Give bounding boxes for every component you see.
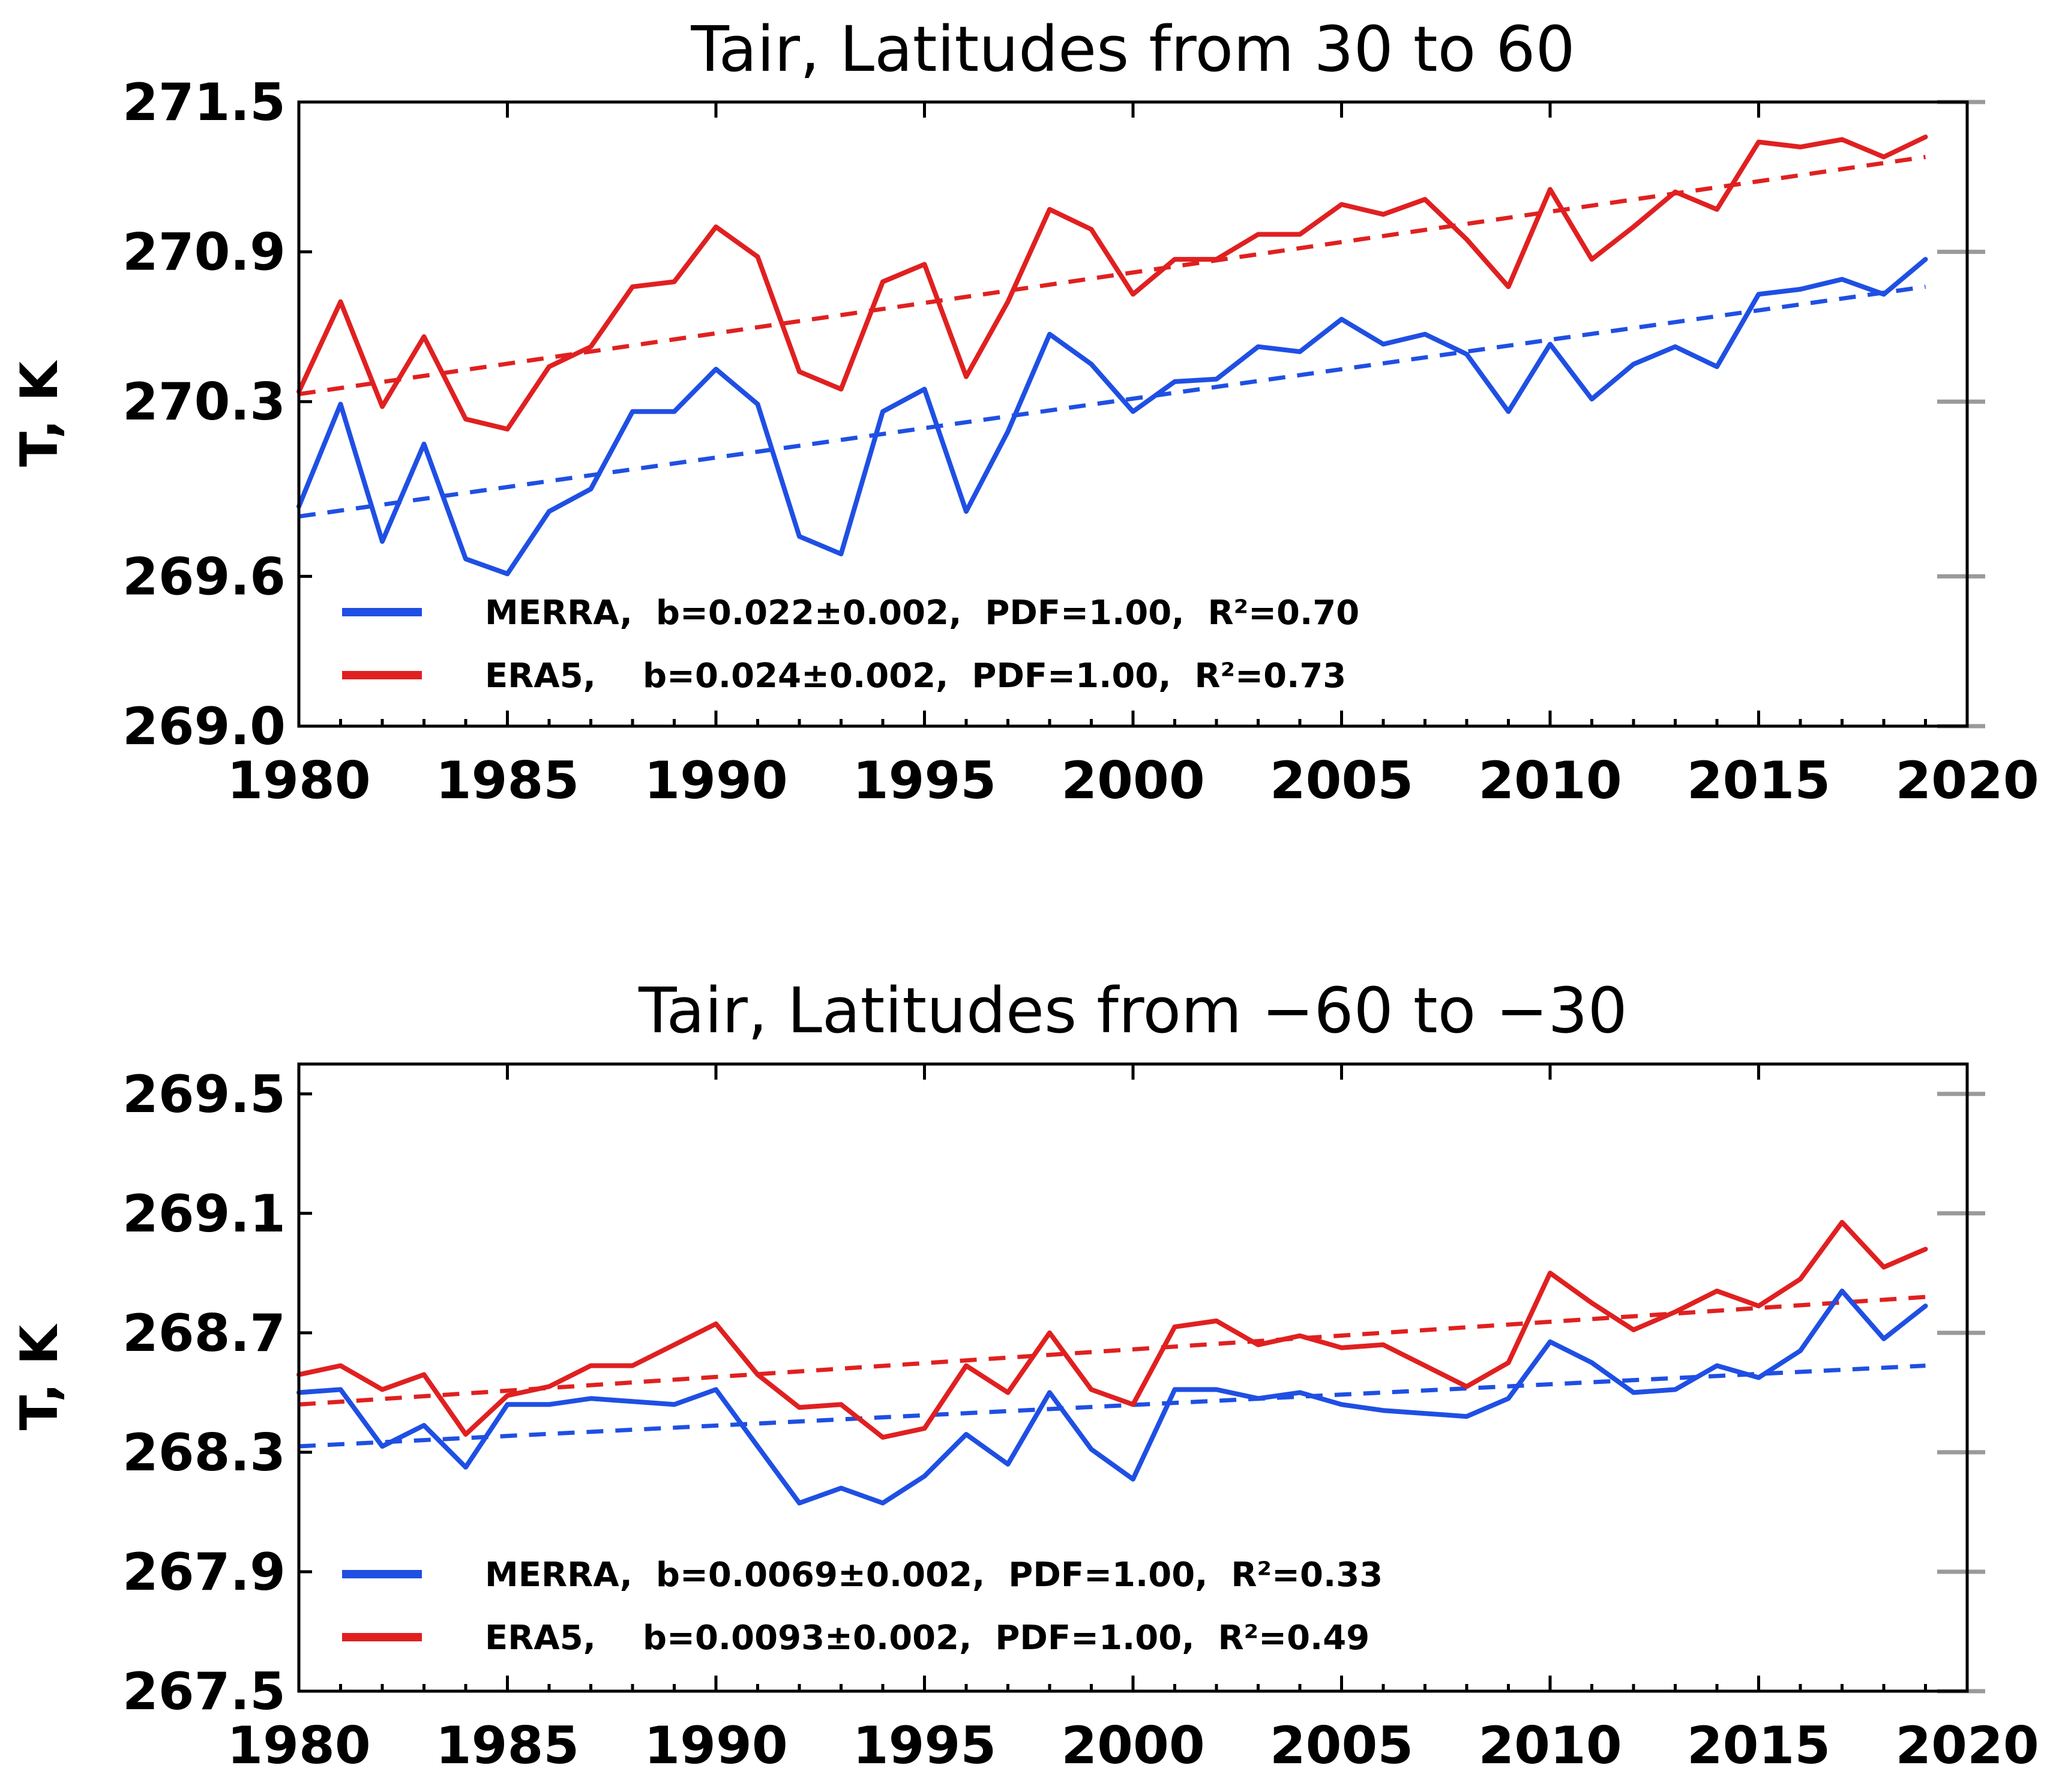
y-tick-label: 269.5 bbox=[122, 1065, 286, 1125]
era5-series-line bbox=[296, 1219, 1928, 1440]
merra-series-line bbox=[296, 1288, 1928, 1506]
x-tick-label: 1995 bbox=[853, 751, 996, 811]
era5-legend-label: ERA5, b=0.024±0.002, PDF=1.00, R²=0.73 bbox=[485, 657, 1346, 696]
merra-legend-label: MERRA, b=0.022±0.002, PDF=1.00, R²=0.70 bbox=[485, 594, 1359, 633]
plot-frame bbox=[297, 100, 1969, 728]
merra-trend-line bbox=[298, 1364, 1926, 1449]
y-tick-label: 268.3 bbox=[122, 1423, 286, 1483]
y-axis-label: T, K bbox=[10, 359, 70, 467]
x-tick-label: 2010 bbox=[1478, 751, 1622, 811]
x-tick-label: 2005 bbox=[1270, 1716, 1413, 1776]
x-tick-label: 1985 bbox=[436, 1716, 579, 1776]
y-tick-label: 271.5 bbox=[122, 73, 286, 133]
x-tick-label: 2020 bbox=[1895, 751, 2039, 811]
y-tick-label: 270.3 bbox=[122, 372, 286, 432]
x-tick-label: 2015 bbox=[1687, 1716, 1830, 1776]
x-tick-label: 1995 bbox=[853, 1716, 996, 1776]
x-tick-label: 1990 bbox=[644, 1716, 787, 1776]
y-tick-label: 269.0 bbox=[122, 697, 286, 757]
x-tick-label: 1980 bbox=[227, 1716, 370, 1776]
x-tick-label: 1985 bbox=[436, 751, 579, 811]
x-tick-label: 2000 bbox=[1061, 1716, 1204, 1776]
plot-frame bbox=[297, 1062, 1969, 1693]
panel-north-midlatitudes: Tair, Latitudes from 30 to 60 T, K 269.0 26… bbox=[10, 13, 2039, 811]
y-axis-label: T, K bbox=[10, 1323, 70, 1430]
x-tick-label: 2010 bbox=[1478, 1716, 1622, 1776]
panel-south-midlatitudes: Tair, Latitudes from −60 to −30 T, K 267.5… bbox=[10, 974, 2039, 1776]
y-tick-label: 270.9 bbox=[122, 223, 286, 283]
era5-series-line bbox=[296, 134, 1928, 431]
x-tick-label: 2005 bbox=[1270, 751, 1413, 811]
x-tick-label: 1990 bbox=[644, 751, 787, 811]
era5-legend-label: ERA5, b=0.0093±0.002, PDF=1.00, R²=0.49 bbox=[485, 1619, 1369, 1658]
chart-title: Tair, Latitudes from −60 to −30 bbox=[638, 974, 1628, 1047]
merra-trend-line bbox=[298, 284, 1926, 519]
chart-title: Tair, Latitudes from 30 to 60 bbox=[690, 13, 1575, 86]
y-tick-label: 267.9 bbox=[122, 1542, 286, 1602]
x-tick-label: 2015 bbox=[1687, 751, 1830, 811]
y-tick-label: 269.6 bbox=[122, 547, 286, 607]
y-tick-label: 269.1 bbox=[122, 1184, 286, 1244]
era5-trend-line bbox=[298, 1294, 1926, 1407]
merra-legend-label: MERRA, b=0.0069±0.002, PDF=1.00, R²=0.33 bbox=[485, 1556, 1383, 1595]
x-tick-label: 2020 bbox=[1895, 1716, 2039, 1776]
x-tick-label: 2000 bbox=[1061, 751, 1204, 811]
x-tick-label: 1980 bbox=[227, 751, 370, 811]
y-tick-label: 268.7 bbox=[122, 1303, 286, 1364]
y-tick-label: 267.5 bbox=[122, 1662, 286, 1722]
merra-series-line bbox=[296, 257, 1928, 577]
